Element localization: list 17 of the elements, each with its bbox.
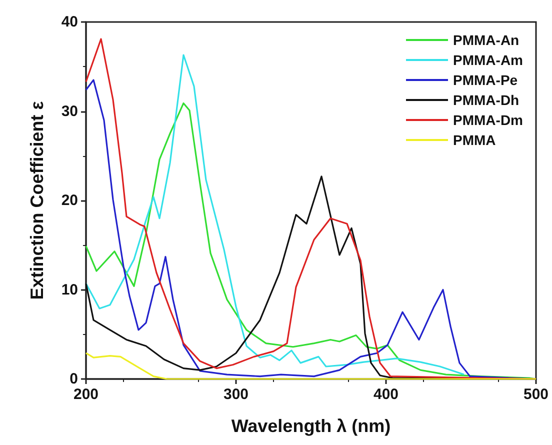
y-tick-label: 30 <box>61 102 78 120</box>
x-tick-label: 400 <box>373 386 399 403</box>
x-tick-label: 200 <box>73 386 99 403</box>
y-tick-label: 0 <box>70 370 78 388</box>
y-tick-label: 10 <box>61 281 78 298</box>
y-axis-title: Extinction Coefficient ε <box>27 100 47 300</box>
y-tick-label: 40 <box>61 14 78 30</box>
legend-label: PMMA-Dm <box>453 112 524 128</box>
x-tick-label: 300 <box>223 386 249 403</box>
x-axis-title: Wavelength λ (nm) <box>231 416 391 436</box>
legend-label: PMMA-Pe <box>453 72 518 88</box>
legend-label: PMMA-Dh <box>453 92 520 108</box>
legend-label: PMMA-An <box>453 32 520 48</box>
y-tick-label: 20 <box>61 192 78 209</box>
x-tick-label: 500 <box>523 386 549 403</box>
legend-label: PMMA-Am <box>453 52 524 68</box>
legend-label: PMMA <box>453 132 496 148</box>
